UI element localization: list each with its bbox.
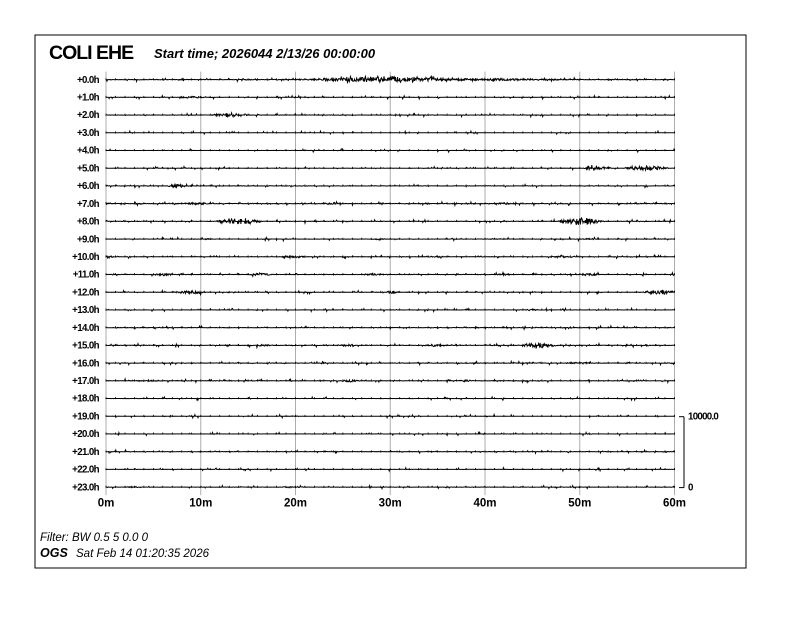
svg-text:30m: 30m [379,498,402,510]
svg-text:50m: 50m [568,498,591,510]
svg-text:OGS: OGS [40,546,68,560]
svg-text:+17.0h: +17.0h [72,376,100,387]
svg-text:+20.0h: +20.0h [72,429,100,440]
svg-text:+23.0h: +23.0h [72,482,100,493]
svg-text:Filter: BW 0.5 5 0.0 0: Filter: BW 0.5 5 0.0 0 [40,532,149,544]
svg-text:+4.0h: +4.0h [77,146,100,157]
svg-text:0m: 0m [98,498,115,510]
svg-text:+21.0h: +21.0h [72,447,100,458]
svg-text:10000.0: 10000.0 [688,411,718,422]
svg-text:+0.0h: +0.0h [77,75,100,86]
svg-text:+22.0h: +22.0h [72,465,100,476]
svg-text:+11.0h: +11.0h [73,270,100,281]
svg-text:20m: 20m [284,498,307,510]
svg-text:+5.0h: +5.0h [77,163,100,174]
svg-text:60m: 60m [663,498,686,510]
svg-text:0: 0 [688,482,693,493]
svg-text:+8.0h: +8.0h [77,217,100,228]
svg-text:+18.0h: +18.0h [72,394,100,405]
svg-text:+12.0h: +12.0h [72,287,100,298]
svg-text:+2.0h: +2.0h [77,110,100,121]
svg-text:+1.0h: +1.0h [77,93,100,104]
svg-text:+15.0h: +15.0h [72,341,100,352]
svg-text:Sat Feb 14 01:20:35 2026: Sat Feb 14 01:20:35 2026 [76,548,210,560]
svg-text:40m: 40m [473,498,496,510]
svg-text:+9.0h: +9.0h [77,234,100,245]
svg-text:COLI EHE: COLI EHE [49,42,134,64]
svg-text:+14.0h: +14.0h [72,323,100,334]
svg-text:+16.0h: +16.0h [72,358,100,369]
svg-text:+19.0h: +19.0h [72,411,100,422]
svg-text:+6.0h: +6.0h [77,181,100,192]
svg-text:10m: 10m [189,498,212,510]
svg-text:+3.0h: +3.0h [77,128,100,139]
svg-text:+10.0h: +10.0h [72,252,100,263]
svg-text:+7.0h: +7.0h [77,199,100,210]
svg-text:+13.0h: +13.0h [72,305,100,316]
svg-text:Start time; 2026044 2/13/26 0: Start time; 2026044 2/13/26 00:00:00 [154,46,376,61]
